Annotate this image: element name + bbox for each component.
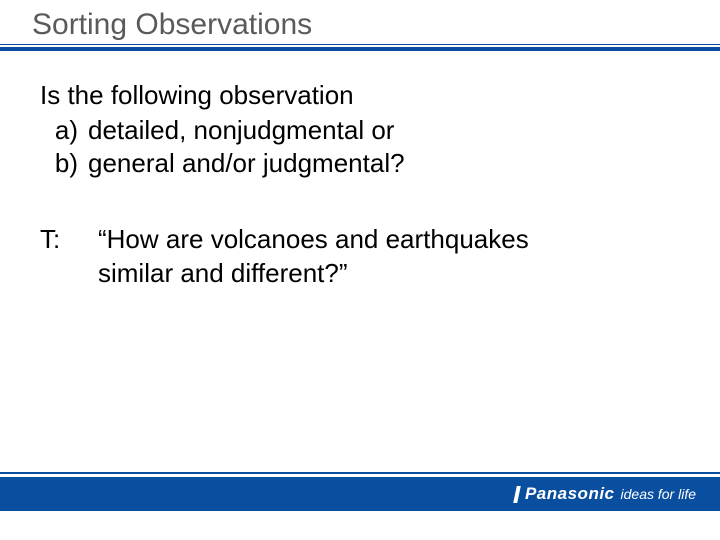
option-letter: a): [40, 114, 88, 148]
option-row: a) detailed, nonjudgmental or: [40, 114, 680, 148]
teacher-quote-row: T: “How are volcanoes and earthquakes: [40, 223, 680, 257]
footer-band: Panasonic ideas for life: [0, 477, 720, 511]
teacher-prefix: T:: [40, 223, 98, 257]
question-line: Is the following observation: [40, 79, 680, 112]
teacher-prefix-empty: [40, 257, 98, 291]
option-text: general and/or judgmental?: [88, 147, 680, 181]
teacher-quote-block: T: “How are volcanoes and earthquakes si…: [40, 223, 680, 291]
brand-tagline: ideas for life: [621, 486, 696, 502]
brand-block: Panasonic ideas for life: [515, 484, 696, 504]
option-text: detailed, nonjudgmental or: [88, 114, 680, 148]
footer-bottom: [0, 511, 720, 540]
brand-logo: Panasonic: [515, 484, 615, 504]
option-letter: b): [40, 147, 88, 181]
teacher-quote-row: similar and different?”: [40, 257, 680, 291]
teacher-quote-line: “How are volcanoes and earthquakes: [98, 223, 680, 257]
slide-title: Sorting Observations: [32, 8, 720, 42]
title-rule-thin: [0, 44, 720, 45]
option-row: b) general and/or judgmental?: [40, 147, 680, 181]
footer: Panasonic ideas for life: [0, 472, 720, 540]
footer-rule-thin: [0, 472, 720, 474]
content-area: Is the following observation a) detailed…: [0, 51, 720, 291]
title-area: Sorting Observations: [0, 0, 720, 42]
teacher-quote-line: similar and different?”: [98, 257, 680, 291]
slide: Sorting Observations Is the following ob…: [0, 0, 720, 540]
